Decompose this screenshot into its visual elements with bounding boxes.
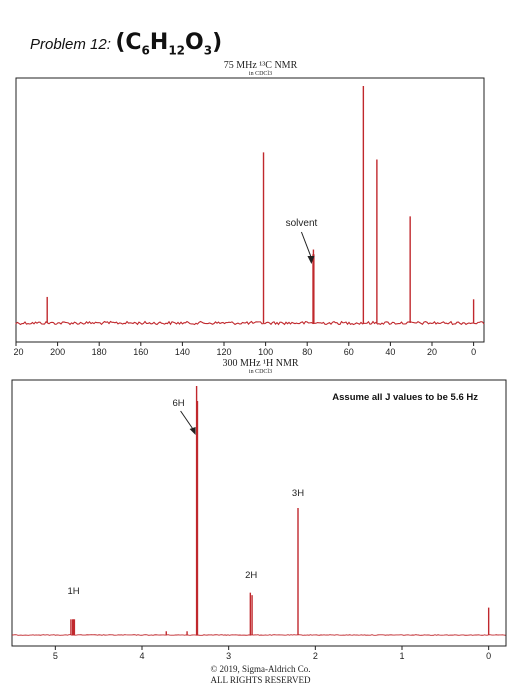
x-tick-label: 5 — [53, 651, 58, 661]
x-tick-label: 2 — [313, 651, 318, 661]
integration-label: 1H — [67, 586, 79, 597]
solvent-arrow-head — [307, 256, 315, 264]
spectrum-baseline — [11, 634, 506, 636]
c13-caption-solvent: in CDCl3 — [248, 71, 273, 77]
copyright-footer: © 2019, Sigma-Aldrich Co. ALL RIGHTS RES… — [0, 664, 521, 686]
solvent-arrow — [300, 231, 312, 259]
h1-nmr-chart: 5 4 3 2 1 0 Assume all J values to be 5.6 Hz 1H… — [11, 379, 507, 661]
copyright-line: © 2019, Sigma-Aldrich Co. — [210, 664, 311, 674]
x-tick-label: 180 — [92, 347, 107, 357]
solvent-label: solvent — [286, 218, 318, 229]
x-tick-label: 3 — [226, 651, 231, 661]
six-h-arrow-head — [189, 427, 196, 435]
molecular-formula: (C6H12O3) — [115, 30, 223, 58]
problem-label: Problem 12: — [30, 36, 111, 53]
x-tick-label: 20 — [427, 347, 437, 357]
x-tick-label: 1 — [399, 651, 404, 661]
j-value-note: Assume all J values to be 5.6 Hz — [332, 392, 478, 403]
h1-caption: 300 MHz ¹H NMR in CDCl3 — [0, 358, 521, 376]
integration-label: 2H — [245, 570, 257, 581]
x-tick-label: 4 — [139, 651, 144, 661]
x-tick-label: 80 — [302, 347, 312, 357]
integration-label: 6H — [173, 398, 185, 409]
x-tick-label: 200 — [50, 347, 65, 357]
integration-label: 3H — [292, 488, 304, 499]
c13-caption: 75 MHz ¹³C NMR in CDCl3 — [0, 60, 521, 78]
x-tick-label: 60 — [344, 347, 354, 357]
plot-frame — [11, 379, 507, 647]
c13-caption-main: 75 MHz ¹³C NMR — [223, 60, 298, 71]
h1-caption-solvent: in CDCl3 — [248, 369, 273, 375]
x-tick-label: 40 — [385, 347, 395, 357]
problem-title: Problem 12: (C6H12O3) — [30, 30, 222, 57]
six-h-arrow — [180, 410, 195, 431]
x-tick-label: 0 — [471, 347, 476, 357]
spectrum-baseline — [15, 320, 485, 326]
plot-frame — [15, 77, 485, 343]
x-tick-label: 140 — [175, 347, 190, 357]
x-tick-label: 160 — [133, 347, 148, 357]
c13-nmr-chart: 220200180160140120100806040200solvent — [14, 77, 485, 357]
h1-caption-main: 300 MHz ¹H NMR — [222, 358, 299, 369]
x-tick-label: 0 — [486, 651, 491, 661]
x-tick-label: 100 — [258, 347, 273, 357]
x-tick-label: 220 — [14, 347, 24, 357]
rights-line: ALL RIGHTS RESERVED — [210, 675, 311, 685]
x-tick-label: 120 — [216, 347, 231, 357]
